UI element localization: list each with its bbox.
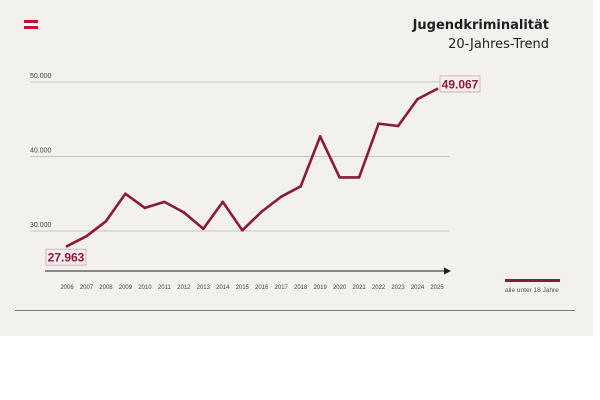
data-point — [435, 87, 439, 91]
y-tick-label: 40.000 — [30, 148, 52, 155]
data-point — [240, 228, 244, 232]
x-tick-label: 2024 — [411, 285, 425, 291]
data-point — [260, 210, 264, 213]
data-point — [104, 220, 108, 223]
data-point — [396, 124, 400, 128]
chart-title: Jugendkriminalität — [412, 18, 549, 33]
data-point — [279, 195, 283, 199]
data-point — [377, 122, 380, 126]
x-tick-label: 2025 — [430, 285, 444, 291]
data-point — [85, 234, 88, 238]
data-point — [318, 135, 322, 138]
bottom-divider — [15, 310, 575, 311]
flag-stripe — [24, 26, 38, 29]
series-line — [65, 87, 439, 248]
y-tick-label: 30.000 — [30, 222, 52, 229]
x-tick-label: 2015 — [236, 285, 250, 291]
data-label-box — [45, 248, 87, 266]
data-point — [221, 200, 225, 204]
data-label-box — [439, 75, 481, 93]
data-point — [416, 97, 419, 101]
data-point — [124, 192, 127, 196]
data-point — [338, 176, 341, 179]
flag-stripe — [24, 23, 38, 26]
x-tick-label: 2012 — [177, 285, 191, 291]
data-label: 49.067 — [442, 77, 479, 91]
x-tick-label: 2014 — [216, 285, 230, 291]
data-point — [182, 211, 186, 214]
legend-swatch — [505, 279, 560, 282]
x-axis-arrowhead — [444, 267, 451, 275]
data-point — [202, 227, 205, 231]
x-tick-label: 2019 — [313, 285, 327, 291]
line-chart: 30.000 40.000 50.000 2006 2007 2008 2009 2010 20… — [30, 73, 481, 291]
x-tick-label: 2016 — [255, 285, 269, 291]
chart-panel: Jugendkriminalität 20-Jahres-Trend 30.00… — [0, 0, 593, 336]
austrian-flag-icon — [24, 20, 38, 29]
x-tick-label: 2013 — [197, 285, 211, 291]
x-tick-label: 2010 — [138, 285, 152, 291]
x-tick-label: 2009 — [119, 285, 133, 291]
x-tick-label: 2006 — [60, 285, 74, 291]
x-tick-label: 2023 — [391, 285, 405, 291]
data-point — [65, 244, 69, 248]
data-point — [143, 206, 147, 210]
data-label: 27.963 — [48, 251, 85, 265]
x-tick-label: 2021 — [352, 285, 366, 291]
x-tick-label: 2011 — [158, 285, 172, 291]
x-tick-label: 2018 — [294, 285, 308, 291]
data-point — [357, 176, 361, 179]
data-point — [163, 200, 166, 204]
chart-subtitle: 20-Jahres-Trend — [448, 37, 549, 52]
flag-stripe — [24, 20, 38, 23]
data-point — [299, 185, 302, 188]
x-tick-label: 2020 — [333, 285, 347, 291]
y-tick-label: 50.000 — [30, 73, 52, 80]
legend-label: alle unter 18 Jahre — [505, 287, 559, 294]
x-tick-label: 2022 — [372, 285, 386, 291]
x-tick-label: 2017 — [275, 285, 289, 291]
x-tick-label: 2007 — [80, 285, 94, 291]
x-tick-label: 2008 — [99, 285, 113, 291]
